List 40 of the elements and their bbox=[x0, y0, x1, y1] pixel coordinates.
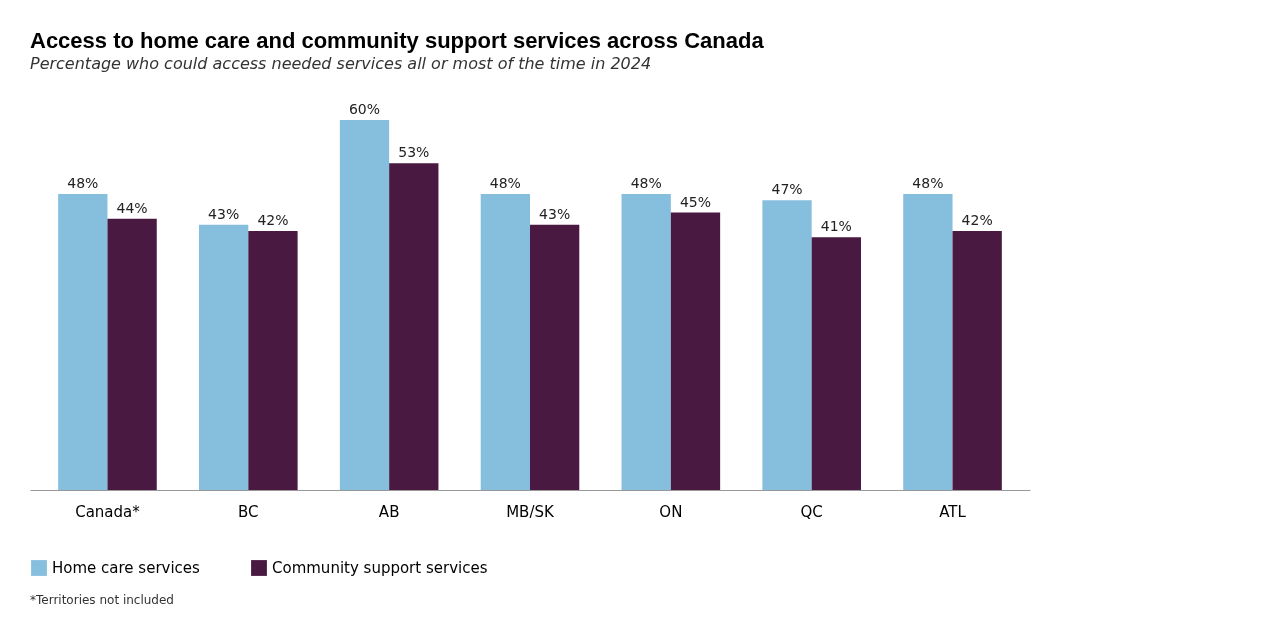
bar bbox=[621, 194, 671, 490]
x-tick-label: ON bbox=[659, 502, 683, 521]
bar bbox=[58, 194, 108, 490]
data-label: 42% bbox=[257, 212, 289, 228]
data-label: 44% bbox=[116, 199, 148, 216]
text: *Territories not included bbox=[30, 593, 174, 607]
x-tick-label: MB/SK bbox=[506, 502, 555, 521]
data-label: 53% bbox=[398, 144, 430, 161]
data-label: 60% bbox=[348, 101, 381, 117]
bar bbox=[530, 224, 580, 490]
x-tick-label: Canada* bbox=[75, 502, 141, 521]
bar bbox=[903, 194, 953, 490]
bar bbox=[248, 231, 298, 490]
bar bbox=[670, 212, 721, 490]
bar bbox=[339, 120, 390, 490]
bar bbox=[107, 218, 157, 490]
data-label: 42% bbox=[961, 212, 993, 228]
data-label: 43% bbox=[208, 205, 240, 222]
data-label: 45% bbox=[679, 193, 712, 210]
legend-label: Community support services bbox=[272, 559, 488, 577]
legend-label: Home care services bbox=[52, 559, 201, 577]
data-label: 48% bbox=[489, 175, 521, 191]
bar bbox=[811, 237, 861, 490]
bar bbox=[762, 200, 812, 490]
data-label: 48% bbox=[67, 175, 99, 191]
bar bbox=[199, 224, 249, 490]
data-label: 41% bbox=[820, 218, 852, 235]
data-label: 48% bbox=[630, 175, 662, 191]
x-tick-label: ATL bbox=[939, 502, 967, 521]
x-tick-label: BC bbox=[238, 502, 259, 521]
chart-title: Access to home care and community support services across Canada bbox=[30, 28, 765, 53]
data-label: 47% bbox=[771, 181, 803, 198]
x-tick-label: AB bbox=[378, 502, 400, 521]
bar bbox=[480, 194, 530, 490]
data-label: 43% bbox=[539, 205, 571, 222]
bar bbox=[389, 163, 439, 490]
x-tick-label: QC bbox=[800, 502, 823, 521]
data-label: 48% bbox=[912, 175, 944, 191]
chart-subtitle: Percentage who could access needed services all or most of the time in 2024 bbox=[30, 54, 652, 73]
bar bbox=[952, 231, 1002, 490]
